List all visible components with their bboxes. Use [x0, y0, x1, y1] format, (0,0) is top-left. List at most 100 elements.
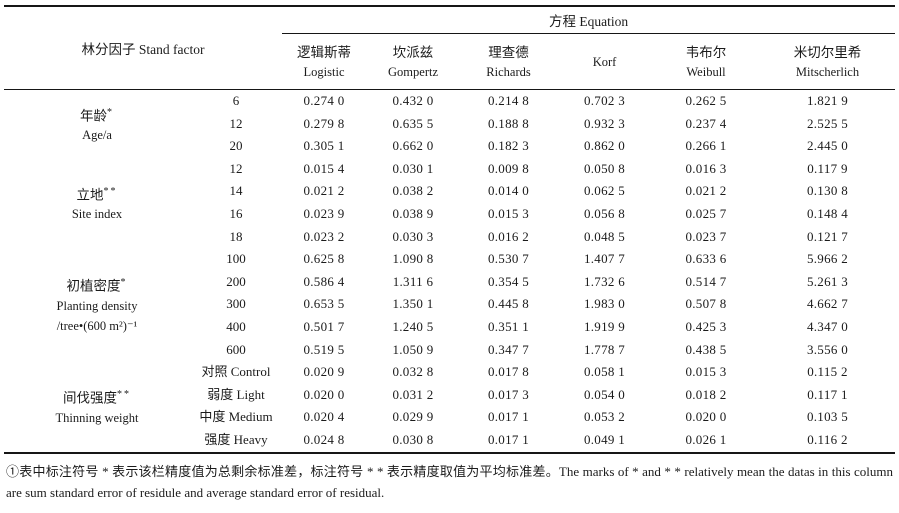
value-cell: 0.024 8 — [303, 431, 345, 447]
value-cell: 0.117 9 — [807, 160, 848, 176]
table-row: 弱度 Light 0.020 0 0.031 2 0.017 3 0.054 0 0.01… — [4, 384, 895, 407]
equation-precision-table: 林分因子 Stand factor 方程 Equation 逻辑斯蒂 Logist… — [4, 5, 896, 454]
value-cell: 0.347 7 — [487, 341, 530, 357]
level-cell: 14 — [229, 183, 243, 199]
equation-header: 方程 Equation — [282, 6, 896, 34]
table-row: 200 0.586 4 1.311 6 0.354 5 1.732 6 0.514 7 5.… — [4, 271, 895, 294]
value-cell: 0.438 5 — [685, 341, 727, 357]
value-cell: 1.350 1 — [392, 296, 434, 312]
level-cell: 弱度 Light — [207, 386, 265, 402]
value-cell: 0.274 0 — [303, 93, 345, 108]
value-cell: 0.017 8 — [487, 364, 530, 380]
level-cell: 中度 Medium — [199, 409, 273, 425]
value-cell: 5.261 3 — [806, 273, 849, 289]
value-cell: 0.514 7 — [685, 273, 727, 289]
table-row: 间伐强度** Thinning weight 对照 Control 0.020 9 0.… — [4, 361, 895, 424]
value-cell: 0.015 3 — [487, 205, 530, 221]
value-cell: 1.821 9 — [806, 93, 849, 108]
value-cell: 0.021 2 — [303, 183, 345, 199]
value-cell: 0.130 8 — [806, 183, 849, 199]
value-cell: 0.188 8 — [487, 115, 530, 131]
footnote-mark: * — [120, 277, 128, 289]
value-cell: 0.016 3 — [685, 160, 727, 176]
value-cell: 0.026 1 — [685, 431, 727, 447]
equation-column-header: 韦布尔 Weibull — [652, 33, 761, 90]
value-cell: 0.530 7 — [487, 251, 530, 267]
value-cell: 0.038 2 — [392, 183, 434, 199]
value-cell: 0.050 8 — [583, 160, 626, 176]
value-cell: 0.635 5 — [392, 115, 434, 131]
level-cell: 200 — [226, 273, 246, 289]
level-cell: 18 — [229, 228, 243, 244]
equation-column-header: 米切尔里希 Mitscherlich — [760, 33, 896, 90]
header-row-2: 逻辑斯蒂 Logistic 坎派兹 Gompertz 理查德 Richards Korf 韦布… — [4, 33, 896, 90]
equation-column-header: Korf — [557, 33, 653, 90]
value-cell: 0.425 3 — [685, 318, 727, 334]
value-cell: 0.053 2 — [583, 409, 626, 425]
table-row: 18 0.023 2 0.030 3 0.016 2 0.048 5 0.023 7 0.1… — [4, 226, 895, 249]
value-cell: 0.279 8 — [303, 115, 345, 131]
value-cell: 1.050 9 — [392, 341, 434, 357]
value-cell: 0.018 2 — [685, 386, 727, 402]
equation-column-header: 坎派兹 Gompertz — [366, 33, 461, 90]
factor-group-label: 立地** Site index — [71, 185, 123, 222]
value-cell: 0.016 2 — [487, 228, 530, 244]
value-cell: 0.017 3 — [487, 386, 530, 402]
value-cell: 0.017 1 — [487, 431, 530, 447]
table-row: 中度 Medium 0.020 4 0.029 9 0.017 1 0.053 2 0.0… — [4, 406, 895, 429]
level-cell: 16 — [229, 205, 243, 221]
value-cell: 1.732 6 — [583, 273, 626, 289]
table-footnote: ①表中标注符号 * 表示该栏精度值为总剩余标准差，标注符号 * * 表示精度取值… — [6, 463, 893, 500]
level-cell: 600 — [226, 341, 246, 357]
level-cell: 100 — [226, 251, 246, 267]
value-cell: 0.056 8 — [583, 205, 626, 221]
value-cell: 0.148 4 — [806, 205, 849, 221]
level-cell: 强度 Heavy — [204, 431, 268, 447]
header-row-1: 林分因子 Stand factor 方程 Equation — [4, 6, 896, 90]
value-cell: 0.015 4 — [303, 160, 345, 176]
value-cell: 0.702 3 — [583, 93, 626, 108]
value-cell: 0.015 3 — [685, 364, 727, 380]
value-cell: 0.058 1 — [583, 364, 626, 380]
level-cell: 12 — [229, 160, 243, 176]
value-cell: 0.020 0 — [685, 409, 727, 425]
table-row: 初植密度* Planting density/tree•(600 m²)⁻¹ 100… — [4, 248, 895, 333]
value-cell: 1.407 7 — [583, 251, 626, 267]
table-row: 300 0.653 5 1.350 1 0.445 8 1.983 0 0.507 8 4.… — [4, 293, 895, 316]
value-cell: 1.983 0 — [583, 296, 626, 312]
value-cell: 0.262 5 — [685, 93, 727, 108]
value-cell: 3.556 0 — [806, 341, 849, 357]
value-cell: 0.103 5 — [806, 409, 849, 425]
table-row: 600 0.519 5 1.050 9 0.347 7 1.778 7 0.438 5 3.… — [4, 339, 895, 362]
value-cell: 5.966 2 — [806, 251, 849, 267]
table-row: 16 0.023 9 0.038 9 0.015 3 0.056 8 0.025 7 0.1… — [4, 203, 895, 226]
value-cell: 0.023 9 — [303, 205, 345, 221]
table-row: 14 0.021 2 0.038 2 0.014 0 0.062 5 0.021 2 0.1… — [4, 180, 895, 203]
value-cell: 0.351 1 — [487, 318, 530, 334]
value-cell: 0.445 8 — [487, 296, 530, 312]
level-cell: 300 — [226, 296, 246, 312]
value-cell: 0.932 3 — [583, 115, 626, 131]
value-cell: 4.662 7 — [806, 296, 849, 312]
value-cell: 0.038 9 — [392, 205, 434, 221]
value-cell: 0.020 0 — [303, 386, 345, 402]
value-cell: 0.115 2 — [807, 364, 848, 380]
table-row: 年龄* Age/a 6 0.274 0 0.432 0 0.214 8 0.702 3 0.2… — [4, 90, 895, 142]
value-cell: 0.862 0 — [583, 138, 626, 154]
level-cell: 12 — [229, 115, 243, 131]
value-cell: 0.586 4 — [303, 273, 345, 289]
value-cell: 0.653 5 — [303, 296, 345, 312]
value-cell: 0.020 4 — [303, 409, 345, 425]
table-row: 强度 Heavy 0.024 8 0.030 8 0.017 1 0.049 1 0.02… — [4, 429, 895, 453]
value-cell: 0.625 8 — [303, 251, 345, 267]
table-row: 400 0.501 7 1.240 5 0.351 1 1.919 9 0.425 3 4.… — [4, 316, 895, 339]
value-cell: 0.030 1 — [392, 160, 434, 176]
value-cell: 2.445 0 — [806, 138, 849, 154]
value-cell: 0.049 1 — [583, 431, 626, 447]
value-cell: 0.501 7 — [303, 318, 345, 334]
value-cell: 0.662 0 — [392, 138, 434, 154]
value-cell: 0.633 6 — [685, 251, 727, 267]
value-cell: 0.014 0 — [487, 183, 530, 199]
level-cell: 20 — [229, 138, 243, 154]
level-cell: 400 — [226, 318, 246, 334]
